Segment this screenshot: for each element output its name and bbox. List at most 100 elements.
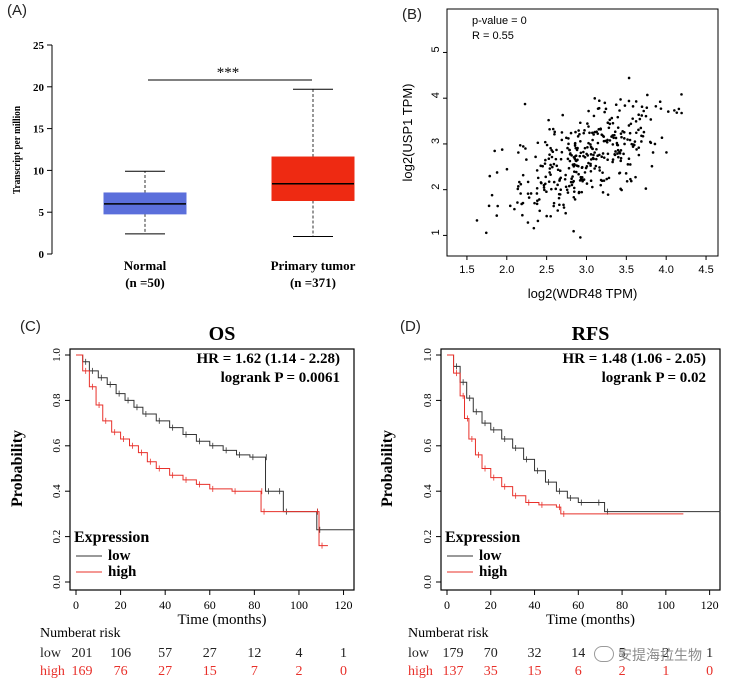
scatter-point xyxy=(637,113,640,117)
scatter-point xyxy=(598,169,601,172)
scatter-point xyxy=(619,149,623,152)
watermark: 安提海拉生物 xyxy=(594,645,702,665)
scatter-point xyxy=(557,192,561,196)
scatter-point xyxy=(545,214,548,218)
risk-count: 6 xyxy=(575,664,582,679)
scatter-point xyxy=(579,175,583,179)
scatter-point xyxy=(611,143,615,146)
scatter-point xyxy=(680,111,683,115)
scatter-point xyxy=(589,143,592,146)
scatter-point xyxy=(599,178,603,182)
scatter-point xyxy=(595,130,598,134)
group-n-label: (n =50) xyxy=(125,275,165,290)
scatter-point xyxy=(576,135,580,138)
scatter-point xyxy=(568,159,572,163)
risk-count: 2 xyxy=(662,646,669,661)
x-axis-label: Time (months) xyxy=(546,612,635,628)
scatter-point xyxy=(549,173,552,176)
x-axis-label: log2(WDR48 TPM) xyxy=(528,286,638,301)
scatter-point xyxy=(556,168,560,172)
scatter-point xyxy=(541,164,544,168)
scatter-point xyxy=(573,144,577,147)
scatter-point xyxy=(565,136,568,140)
scatter-point xyxy=(619,132,623,135)
scatter-point xyxy=(579,151,583,155)
panel-label-a: (A) xyxy=(7,2,27,19)
x-tick-label: 3.0 xyxy=(579,264,594,276)
scatter-point xyxy=(598,166,601,169)
scatter-point xyxy=(585,152,588,156)
y-axis-label: log2(USP1 TPM) xyxy=(400,83,415,181)
scatter-point xyxy=(589,145,593,149)
scatter-point xyxy=(569,180,573,184)
scatter-point xyxy=(611,134,614,137)
risk-count: 12 xyxy=(247,646,261,661)
scatter-point xyxy=(602,156,606,159)
scatter-point xyxy=(640,140,643,143)
risk-count: 137 xyxy=(443,664,464,679)
scatter-point xyxy=(566,157,570,161)
scatter-point xyxy=(619,98,622,101)
scatter-point xyxy=(578,154,582,158)
risk-row-label: low xyxy=(408,646,430,661)
scatter-point xyxy=(637,128,640,132)
scatter-point xyxy=(623,137,626,140)
scatter-point xyxy=(545,143,549,147)
scatter-point xyxy=(623,142,626,146)
scatter-point xyxy=(519,182,523,186)
scatter-point xyxy=(563,177,567,181)
y-tick-label: 5 xyxy=(430,46,442,52)
scatter-point xyxy=(539,164,543,168)
risk-count: 76 xyxy=(114,664,128,679)
scatter-point xyxy=(630,142,634,146)
scatter-point xyxy=(646,93,649,97)
scatter-point xyxy=(554,157,558,161)
x-tick-label: 0 xyxy=(73,598,79,612)
scatter-point xyxy=(619,159,623,163)
x-tick-label: 2.5 xyxy=(539,264,554,276)
scatter-point xyxy=(488,174,492,178)
scatter-point xyxy=(490,193,494,197)
scatter-point xyxy=(594,157,598,161)
scatter-point xyxy=(637,146,641,149)
scatter-point xyxy=(521,201,525,205)
scatter-point xyxy=(603,101,607,105)
scatter-point xyxy=(634,175,637,179)
scatter-point xyxy=(535,186,539,190)
x-tick-label: 100 xyxy=(290,598,308,612)
x-tick-label: 60 xyxy=(572,598,584,612)
scatter-point xyxy=(628,138,632,142)
y-tick-label: 4 xyxy=(430,92,442,98)
scatter-point xyxy=(616,152,619,155)
scatter-point xyxy=(535,192,539,195)
scatter-point xyxy=(619,187,622,191)
scatter-point xyxy=(637,153,641,157)
risk-count: 0 xyxy=(706,664,713,679)
hr-text: HR = 1.62 (1.14 - 2.28) xyxy=(196,351,340,367)
plot-frame xyxy=(446,8,719,257)
scatter-point xyxy=(575,159,578,163)
scatter-point xyxy=(570,183,574,187)
scatter-point xyxy=(558,203,561,207)
scatter-point xyxy=(569,152,572,155)
scatter-point xyxy=(570,177,573,180)
risk-count: 179 xyxy=(443,646,464,661)
scatter-point xyxy=(597,99,601,103)
scatter-point xyxy=(579,139,582,143)
x-tick-label: 40 xyxy=(159,598,171,612)
y-axis-label: Probability xyxy=(379,430,396,507)
scatter-point xyxy=(536,141,540,145)
scatter-point xyxy=(500,148,504,151)
y-tick-label: 0.0 xyxy=(422,575,434,589)
scatter-point xyxy=(518,180,521,184)
legend-label-high: high xyxy=(479,564,508,580)
scatter-point xyxy=(581,179,584,183)
hr-text: HR = 1.48 (1.06 - 2.05) xyxy=(562,351,706,367)
scatter-point xyxy=(526,221,530,224)
scatter-point xyxy=(644,187,648,190)
scatter-point xyxy=(626,163,630,166)
risk-count: 1 xyxy=(706,646,713,661)
scatter-point xyxy=(638,117,642,121)
scatter-point xyxy=(616,126,620,129)
scatter-point xyxy=(518,143,522,147)
